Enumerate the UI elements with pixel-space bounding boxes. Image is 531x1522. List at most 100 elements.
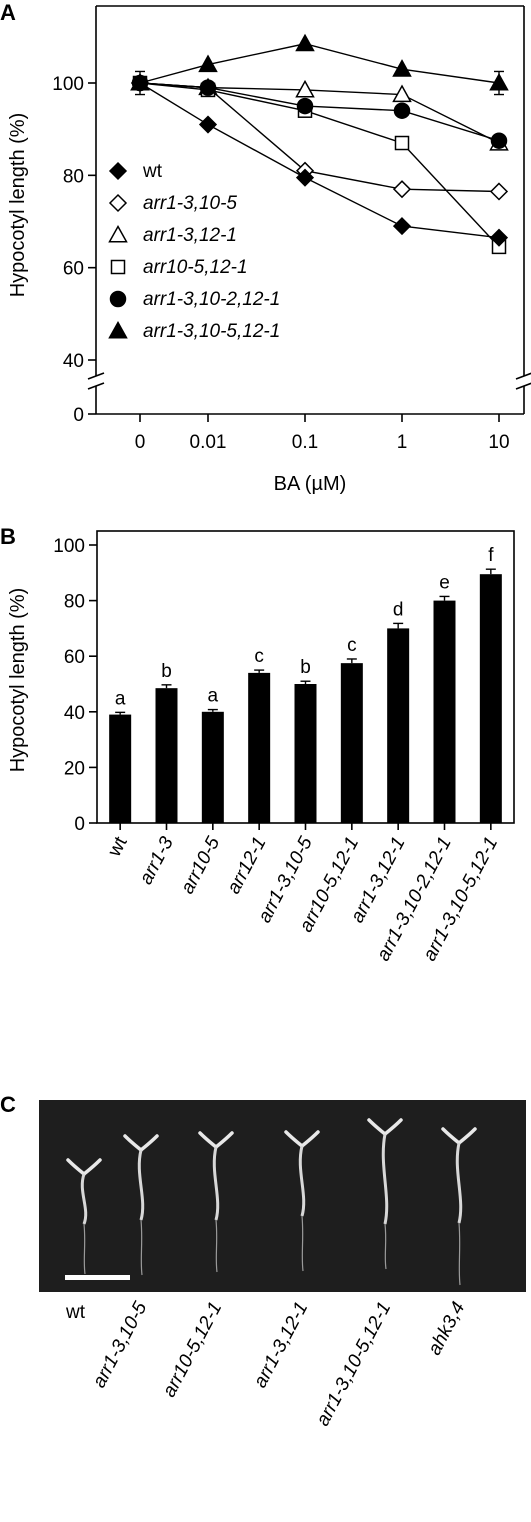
x-tick-label: 0.1 <box>292 432 318 453</box>
data-point-wt <box>392 217 412 236</box>
significance-letter: d <box>393 599 404 620</box>
hypocotyl <box>212 1146 220 1221</box>
seedling-label-arr1-3,10-5: arr1-3,10-5 <box>89 1298 152 1391</box>
data-point-arr1-3,12-1 <box>392 84 412 103</box>
bar-arr1-3 <box>155 688 178 823</box>
seedling <box>66 1158 102 1275</box>
seedling <box>284 1130 320 1272</box>
bar-arr10-5 <box>201 711 224 823</box>
y-tick-label: 40 <box>63 351 84 372</box>
panel-a-line-chart: 40 60 80 100 0 0 0.01 0.1 1 10 BA (µM) Hypocotyl le… <box>7 5 531 495</box>
root <box>215 1219 218 1273</box>
cotyledon-right <box>214 1131 234 1149</box>
data-point-wt <box>198 115 218 134</box>
significance-letter: b <box>300 657 311 678</box>
x-tick-label: 1 <box>397 432 408 453</box>
series-line-arr10-5,12-1 <box>139 82 500 248</box>
data-point-arr1-3,10-5,12-1 <box>392 59 412 77</box>
data-point-arr1-3,12-1 <box>295 79 315 98</box>
bar-arr1-3,10-5 <box>294 684 317 823</box>
cotyledon-right <box>139 1134 159 1152</box>
data-point-arr1-3,10-5,12-1 <box>130 72 150 91</box>
data-point-arr1-3,10-5 <box>392 180 412 199</box>
seedling-photo-background <box>39 1100 526 1292</box>
x-tick-label: arr10-5 <box>177 833 224 897</box>
legend-marker-arr1-3,10-5,12-1 <box>108 320 128 339</box>
bar-wt <box>109 714 132 823</box>
significance-letter: a <box>115 688 126 709</box>
y-tick-label: 100 <box>53 536 85 557</box>
data-point-arr1-3,10-5,12-1 <box>198 54 218 73</box>
x-tick-label: 0.01 <box>190 432 227 453</box>
root <box>83 1223 86 1275</box>
series-line-arr1-3,10-5 <box>139 82 500 193</box>
root <box>301 1215 304 1272</box>
hypocotyl <box>298 1145 306 1217</box>
seedling-label-ahk3,4: ahk3,4 <box>424 1298 469 1358</box>
legend-marker-arr1-3,12-1 <box>108 224 128 243</box>
data-point-arr1-3,10-5,12-1 <box>489 72 509 91</box>
bar-arr12-1 <box>248 672 271 823</box>
legend-marker-wt <box>108 161 128 181</box>
significance-letter: f <box>488 545 494 566</box>
x-axis-title: BA (µM) <box>274 473 347 495</box>
legend-label: arr1-3,10-5 <box>143 193 237 214</box>
y-axis-title: Hypocotyl length (%) <box>7 588 29 773</box>
hypocotyl <box>381 1133 389 1225</box>
legend-marker-arr10-5,12-1 <box>110 259 126 275</box>
bar-arr1-3,10-5,12-1 <box>479 574 502 823</box>
legend-label: arr10-5,12-1 <box>143 257 248 278</box>
cotyledon-left <box>284 1130 304 1148</box>
x-tick-label: 10 <box>488 432 509 453</box>
panel-letter-a: A <box>0 0 16 25</box>
significance-letter: c <box>347 635 357 656</box>
significance-letter: e <box>439 572 450 593</box>
cotyledon-left <box>123 1134 143 1152</box>
data-point-arr1-3,10-5,12-1 <box>295 33 315 52</box>
cotyledon-right <box>457 1127 477 1145</box>
axis-break-mark <box>515 382 531 390</box>
cotyledon-left <box>66 1158 86 1176</box>
panel-letter-c: C <box>0 1092 16 1117</box>
panel-letter-b: B <box>0 524 16 549</box>
hypocotyl <box>137 1149 145 1221</box>
cotyledon-left <box>367 1118 387 1136</box>
y-tick-label: 60 <box>64 647 85 668</box>
seedling <box>441 1127 477 1286</box>
y-tick-label: 60 <box>63 259 84 280</box>
legend-marker-arr1-3,10-2,12-1 <box>109 290 127 308</box>
x-tick-label: arr12-1 <box>223 833 270 897</box>
cotyledon-right <box>82 1158 102 1176</box>
panel-c-photo: wt arr1-3,10-5 arr10-5,12-1 arr1-3,12-1 arr1… <box>39 1100 526 1430</box>
cotyledon-right <box>300 1130 320 1148</box>
bar-arr1-3,10-2,12-1 <box>433 600 456 823</box>
data-point-arr1-3,10-2,12-1 <box>393 102 411 119</box>
seedling <box>367 1118 403 1270</box>
data-point-arr10-5,12-1 <box>394 135 410 151</box>
bar-arr1-3,12-1 <box>387 628 410 823</box>
seedling <box>123 1134 159 1276</box>
cotyledon-right <box>383 1118 403 1136</box>
axis-break-mark <box>515 372 531 380</box>
legend-label: arr1-3,12-1 <box>143 225 237 246</box>
seedling <box>198 1131 234 1273</box>
y-tick-label: 0 <box>74 814 85 835</box>
bar-arr10-5,12-1 <box>340 663 363 823</box>
series-line-arr1-3,10-2,12-1 <box>139 82 500 142</box>
seedling-label-arr10-5,12-1: arr10-5,12-1 <box>159 1298 227 1400</box>
data-point-arr1-3,10-2,12-1 <box>199 79 217 96</box>
y-tick-label: 80 <box>63 166 84 187</box>
root <box>458 1222 461 1286</box>
hypocotyl <box>455 1142 463 1224</box>
significance-letter: a <box>208 686 219 707</box>
data-point-arr1-3,10-2,12-1 <box>296 97 314 115</box>
data-point-arr1-3,10-2,12-1 <box>490 132 508 149</box>
scale-bar <box>65 1275 130 1280</box>
root <box>384 1223 387 1270</box>
y-tick-label: 80 <box>64 592 85 613</box>
legend-label: arr1-3,10-5,12-1 <box>143 321 280 342</box>
y-tick-label: 100 <box>52 74 84 95</box>
significance-letter: c <box>254 646 264 667</box>
x-tick-label: 0 <box>135 432 146 453</box>
